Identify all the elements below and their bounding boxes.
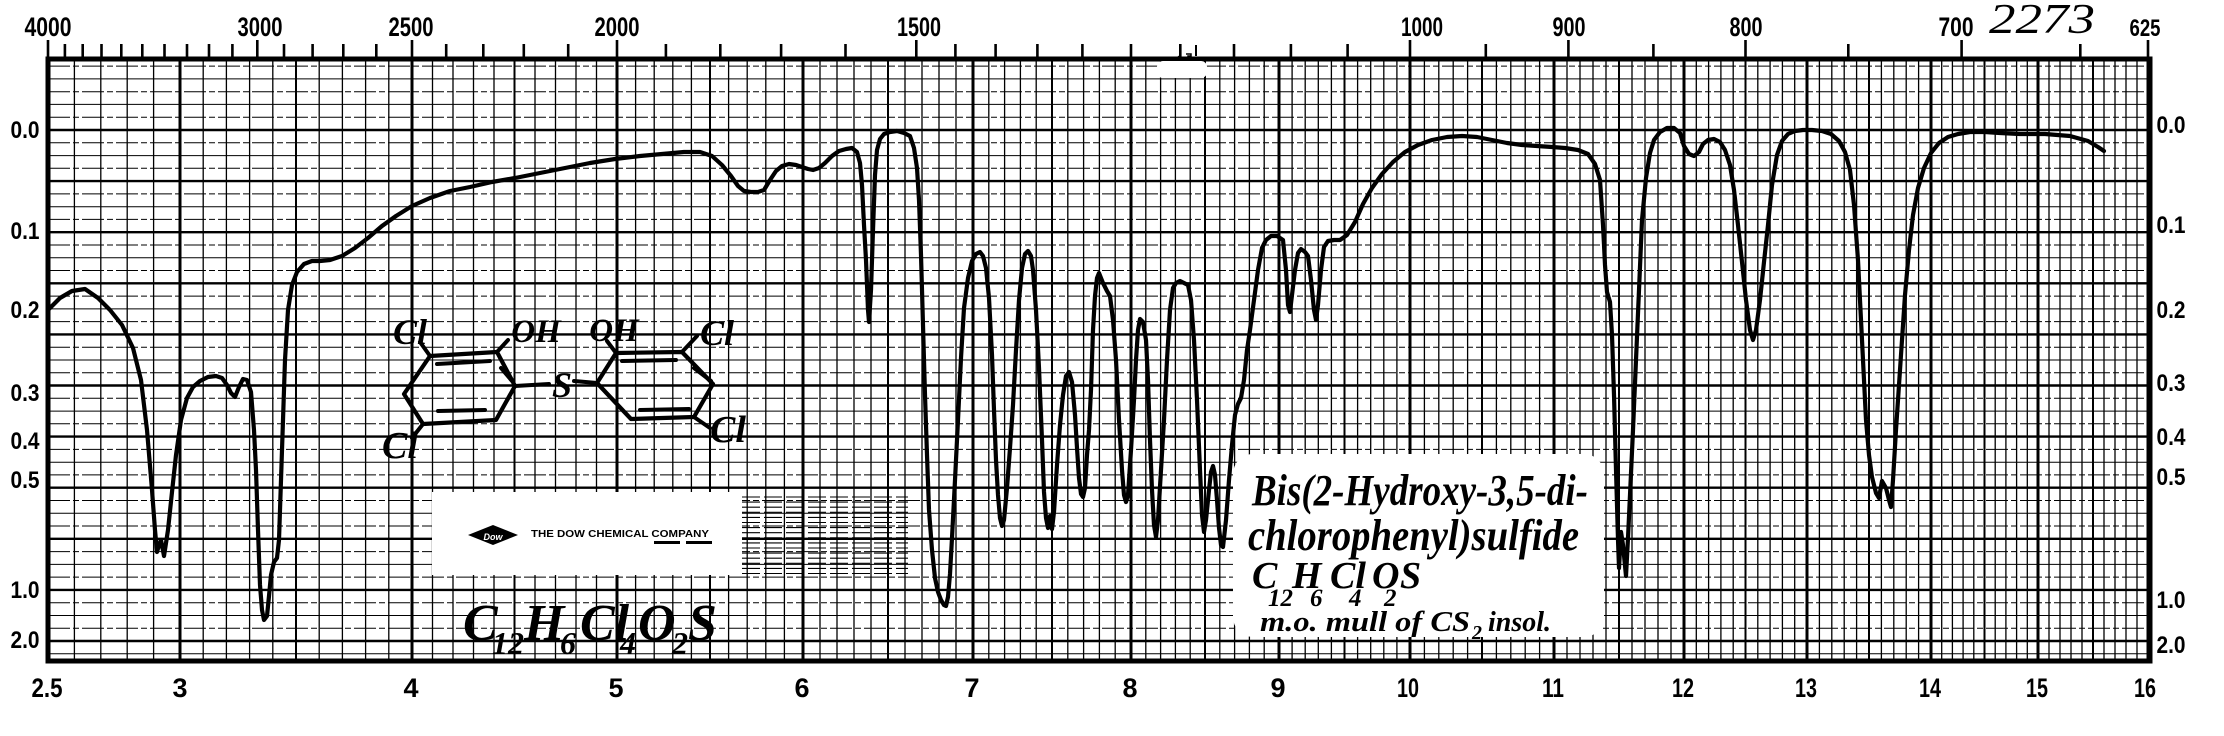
svg-text:14: 14	[1919, 673, 1941, 703]
svg-text:4: 4	[619, 625, 636, 661]
svg-text:0.5: 0.5	[2157, 464, 2186, 491]
svg-text:Cl: Cl	[700, 313, 734, 353]
svg-text:15: 15	[2026, 673, 2048, 703]
svg-text:700: 700	[1939, 12, 1974, 42]
svg-text:S: S	[1400, 555, 1421, 597]
svg-text:1500: 1500	[897, 12, 941, 42]
svg-text:Cl: Cl	[382, 425, 418, 467]
svg-text:6: 6	[560, 625, 576, 661]
svg-text:10: 10	[1397, 673, 1419, 703]
svg-text:16: 16	[2134, 673, 2156, 703]
svg-text:H: H	[523, 595, 566, 652]
svg-text:7: 7	[964, 673, 979, 703]
svg-text:2: 2	[671, 625, 688, 661]
svg-text:2.5: 2.5	[32, 673, 63, 703]
svg-text:3: 3	[172, 673, 187, 703]
svg-text:9: 9	[1270, 673, 1285, 703]
svg-text:0.2: 0.2	[2157, 297, 2186, 324]
svg-text:0.5: 0.5	[11, 467, 40, 494]
svg-text:0.2: 0.2	[11, 297, 40, 324]
svg-text:THE DOW CHEMICAL COMPANY: THE DOW CHEMICAL COMPANY	[531, 529, 709, 540]
svg-text:1.0: 1.0	[2157, 587, 2186, 614]
svg-text:0.3: 0.3	[11, 380, 40, 407]
svg-text:4: 4	[1348, 585, 1362, 612]
svg-text:12: 12	[1268, 585, 1293, 612]
svg-text:2.0: 2.0	[11, 627, 40, 654]
svg-text:6: 6	[1310, 585, 1323, 612]
svg-text:S: S	[688, 595, 717, 652]
svg-text:0.3: 0.3	[2157, 370, 2186, 397]
svg-text:6: 6	[794, 673, 809, 703]
svg-text:2: 2	[1383, 585, 1397, 612]
svg-text:C: C	[1252, 555, 1278, 597]
svg-text:4: 4	[403, 673, 418, 703]
svg-text:O: O	[1372, 555, 1399, 597]
svg-text:625: 625	[2130, 15, 2161, 42]
svg-text:3000: 3000	[238, 12, 283, 42]
svg-text:1.0: 1.0	[11, 577, 40, 604]
svg-text:0.0: 0.0	[2157, 112, 2186, 139]
svg-text:12: 12	[1672, 673, 1694, 703]
svg-text:0.1: 0.1	[2157, 212, 2186, 239]
svg-text:O: O	[638, 595, 676, 652]
svg-text:2000: 2000	[595, 12, 640, 42]
svg-text:1000: 1000	[1401, 12, 1443, 42]
svg-text:5: 5	[608, 673, 623, 703]
svg-text:0.0: 0.0	[11, 117, 40, 144]
svg-text:chlorophenyl)sulfide: chlorophenyl)sulfide	[1248, 511, 1579, 560]
svg-text:13: 13	[1795, 673, 1817, 703]
svg-text:0.4: 0.4	[2157, 424, 2187, 451]
svg-text:C: C	[463, 595, 499, 652]
svg-text:2273: 2273	[1989, 0, 2095, 43]
svg-text:12: 12	[492, 625, 524, 661]
svg-text:0.4: 0.4	[11, 428, 41, 455]
svg-text:OH: OH	[511, 314, 562, 350]
svg-text:Cl: Cl	[710, 409, 746, 451]
svg-text:2: 2	[1471, 622, 1482, 644]
svg-text:4000: 4000	[25, 12, 72, 42]
svg-text:Cl: Cl	[580, 595, 630, 652]
svg-text:OH: OH	[589, 313, 640, 349]
svg-text:2500: 2500	[389, 12, 434, 42]
svg-text:8: 8	[1122, 673, 1137, 703]
svg-text:H: H	[1291, 555, 1323, 597]
svg-text:800: 800	[1730, 12, 1763, 42]
svg-text:Dow: Dow	[484, 532, 504, 542]
svg-text:Bis(2-Hydroxy-3,5-di-: Bis(2-Hydroxy-3,5-di-	[1251, 466, 1588, 515]
svg-text:Cl: Cl	[1330, 555, 1366, 597]
svg-text:2.0: 2.0	[2157, 632, 2186, 659]
svg-text:900: 900	[1553, 12, 1586, 42]
svg-text:11: 11	[1542, 673, 1564, 703]
svg-text:m.o. mull of CS: m.o. mull of CS	[1260, 607, 1470, 638]
svg-text:S: S	[552, 365, 572, 405]
svg-text:Cl: Cl	[393, 312, 427, 352]
svg-text:insol.: insol.	[1488, 607, 1551, 638]
svg-text:0.1: 0.1	[11, 218, 40, 245]
